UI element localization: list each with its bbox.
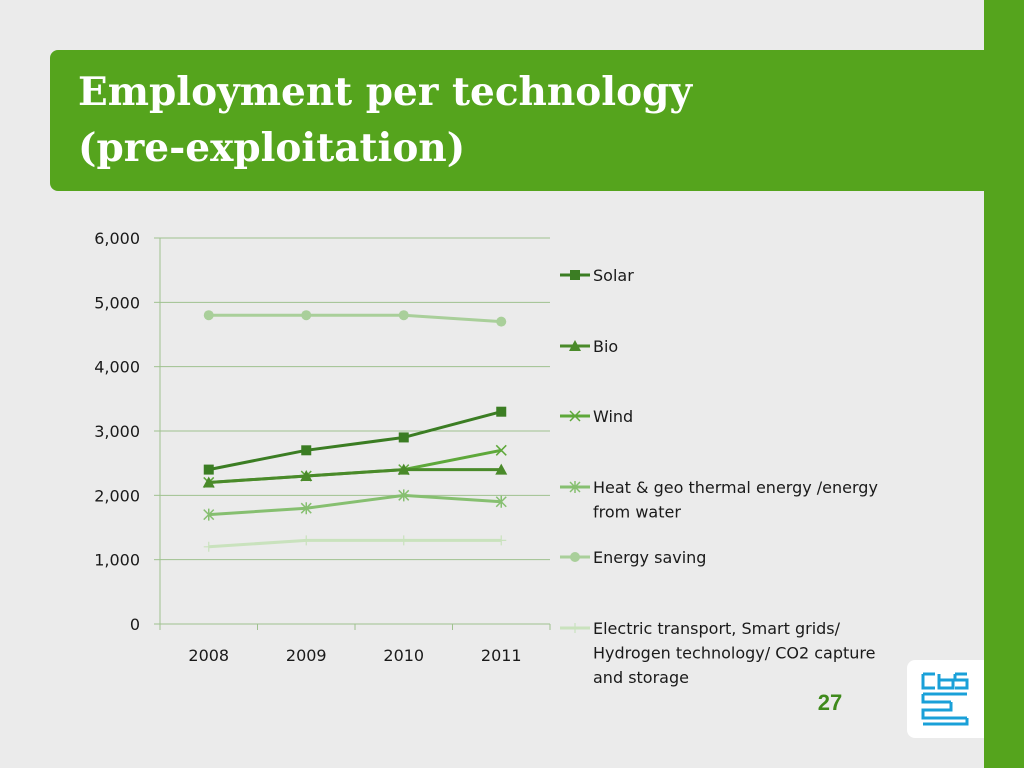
- data-point: [301, 310, 312, 321]
- legend-swatch-marker: [570, 552, 580, 562]
- y-tick-label: 3,000: [94, 422, 140, 441]
- data-point: [203, 508, 215, 521]
- data-point: [398, 489, 410, 502]
- page-number: 27: [817, 690, 843, 715]
- y-tick-label: 1,000: [94, 551, 140, 570]
- series-line: [208, 448, 502, 484]
- series-line: [208, 538, 502, 549]
- slide-title: Employment per technology (pre-exploitat…: [78, 64, 958, 176]
- data-point: [202, 476, 215, 488]
- legend-label: Energy saving: [593, 548, 706, 567]
- legend-swatch-marker: [569, 410, 581, 422]
- data-point: [203, 541, 214, 552]
- legend-label: Bio: [593, 337, 618, 356]
- data-point: [398, 535, 409, 546]
- y-tick-label: 6,000: [94, 229, 140, 248]
- legend-label: and storage: [593, 668, 689, 687]
- data-point: [203, 310, 214, 321]
- legend-label: Electric transport, Smart grids/: [593, 619, 841, 638]
- slide-title-line-2: (pre-exploitation): [78, 125, 466, 171]
- series-line: [208, 410, 502, 472]
- right-accent-bar: [984, 0, 1024, 768]
- data-point: [495, 495, 507, 508]
- data-point: [301, 535, 312, 546]
- legend-label: from water: [593, 503, 681, 522]
- x-tick-label: 2008: [188, 646, 229, 665]
- series-line: [208, 313, 502, 324]
- cbs-logo: [907, 660, 984, 738]
- y-tick-label: 0: [130, 615, 140, 634]
- data-point: [397, 463, 410, 475]
- legend-swatch-marker: [569, 340, 581, 351]
- data-point: [496, 406, 507, 417]
- legend-label: Hydrogen technology/ CO2 capture: [593, 644, 876, 663]
- data-point: [495, 463, 508, 475]
- y-tick-label: 5,000: [94, 293, 140, 312]
- title-banner: Employment per technology (pre-exploitat…: [50, 50, 984, 191]
- data-point: [301, 445, 312, 456]
- legend-label: Wind: [593, 407, 633, 426]
- data-point: [300, 502, 312, 515]
- legend-swatch-marker: [569, 481, 581, 493]
- series-line: [208, 468, 502, 484]
- legend-label: Heat & geo thermal energy /energy: [593, 478, 878, 497]
- series-line: [208, 493, 502, 517]
- cbs-logo-icon: [921, 672, 969, 726]
- data-point: [495, 444, 507, 456]
- y-tick-label: 4,000: [94, 358, 140, 377]
- legend-label: Solar: [593, 266, 634, 285]
- x-tick-label: 2010: [383, 646, 424, 665]
- slide-title-line-1: Employment per technology: [78, 69, 693, 115]
- legend-swatch-marker: [570, 270, 580, 280]
- data-point: [398, 432, 409, 443]
- y-tick-label: 2,000: [94, 486, 140, 505]
- data-point: [203, 464, 214, 475]
- legend-swatch-marker: [570, 623, 580, 633]
- data-point: [496, 535, 507, 546]
- x-tick-label: 2009: [286, 646, 327, 665]
- x-tick-label: 2011: [481, 646, 522, 665]
- data-point: [496, 316, 507, 327]
- data-point: [398, 310, 409, 321]
- data-point: [300, 470, 313, 482]
